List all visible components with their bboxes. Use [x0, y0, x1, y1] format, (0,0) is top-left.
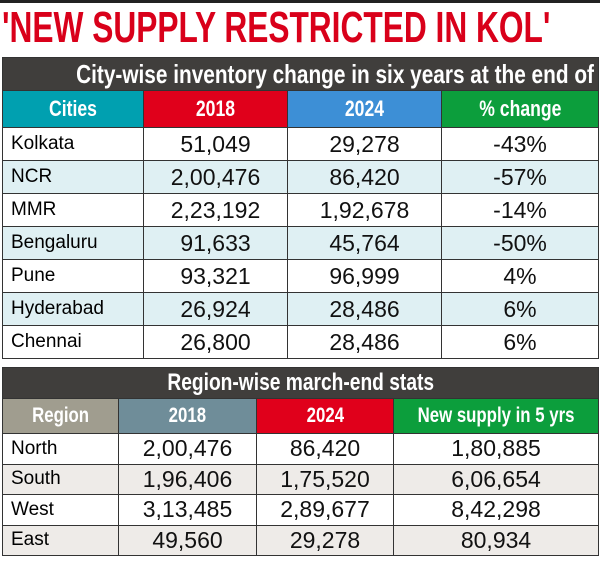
row-label: Kolkata [2, 127, 144, 161]
cell-value: 45,764 [287, 226, 442, 260]
cell-value: -43% [440, 127, 600, 161]
headline: 'NEW SUPPLY RESTRICTED IN KOL' [2, 3, 551, 52]
column-header: % change [440, 90, 600, 128]
cell-value: 3,13,485 [118, 494, 257, 526]
row-label: South [2, 463, 119, 495]
row-label: East [2, 524, 119, 556]
cell-value: 6% [440, 292, 600, 326]
region-stats-table: Region-wise march-end stats Region 2018 20… [1, 367, 600, 556]
cell-value: -57% [440, 160, 600, 194]
cell-value: 49,560 [118, 524, 257, 556]
cell-value: 2,00,476 [118, 433, 257, 465]
cell-value: 6% [440, 325, 600, 359]
cell-value: 28,486 [287, 325, 442, 359]
cell-value: 86,420 [256, 433, 394, 465]
column-header-label: 2018 [168, 404, 207, 427]
column-header: 2018 [143, 90, 288, 128]
row-label: Pune [2, 259, 144, 293]
table-row: MMR 2,23,192 1,92,678 -14% [2, 193, 600, 227]
cell-value: 26,924 [143, 292, 288, 326]
table-row: North 2,00,476 86,420 1,80,885 [2, 433, 600, 465]
column-header: Region [2, 398, 119, 434]
column-header: Cities [2, 90, 144, 128]
cell-value: 1,80,885 [392, 433, 600, 465]
column-header-label: % change [478, 96, 562, 121]
cell-value: 26,800 [143, 325, 288, 359]
cell-value: 51,049 [143, 127, 288, 161]
column-header-label: Region [32, 404, 89, 427]
table-row: South 1,96,406 1,75,520 6,06,654 [2, 463, 600, 495]
column-header: 2024 [256, 398, 394, 434]
row-label: Bengaluru [2, 226, 144, 260]
row-label: Chennai [2, 325, 144, 359]
cell-value: 8,42,298 [392, 494, 600, 526]
cell-value: 86,420 [287, 160, 442, 194]
cell-value: 1,96,406 [118, 463, 257, 495]
column-header-label: New supply in 5 yrs [417, 404, 575, 427]
cell-value: 4% [440, 259, 600, 293]
cell-value: 6,06,654 [392, 463, 600, 495]
row-label: North [2, 433, 119, 465]
row-label: NCR [2, 160, 144, 194]
row-label: Hyderabad [2, 292, 144, 326]
column-header-label: 2018 [195, 96, 236, 121]
top-rule [0, 0, 600, 3]
cell-value: 80,934 [392, 524, 600, 556]
cell-value: 28,486 [287, 292, 442, 326]
column-header: New supply in 5 yrs [392, 398, 600, 434]
column-header: 2024 [287, 90, 442, 128]
cell-value: 93,321 [143, 259, 288, 293]
table-row: Hyderabad 26,924 28,486 6% [2, 292, 600, 326]
column-header-label: 2024 [344, 96, 385, 121]
cell-value: 2,23,192 [143, 193, 288, 227]
table-row: West 3,13,485 2,89,677 8,42,298 [2, 494, 600, 526]
cell-value: 2,89,677 [256, 494, 394, 526]
cell-value: 96,999 [287, 259, 442, 293]
cell-value: -14% [440, 193, 600, 227]
table-title: Region-wise march-end stats [1, 367, 600, 399]
column-header-label: 2024 [306, 404, 344, 427]
table-row: Chennai 26,800 28,486 6% [2, 325, 600, 359]
cell-value: 91,633 [143, 226, 288, 260]
cell-value: 29,278 [287, 127, 442, 161]
cell-value: 1,92,678 [287, 193, 442, 227]
cell-value: 29,278 [256, 524, 394, 556]
row-label: West [2, 494, 119, 526]
table-row: East 49,560 29,278 80,934 [2, 524, 600, 556]
cell-value: 1,75,520 [256, 463, 394, 495]
table-row: Pune 93,321 96,999 4% [2, 259, 600, 293]
city-inventory-table: City-wise inventory change in six years … [1, 57, 600, 359]
table-title: City-wise inventory change in six years … [1, 57, 600, 91]
table-row: NCR 2,00,476 86,420 -57% [2, 160, 600, 194]
row-label: MMR [2, 193, 144, 227]
cell-value: -50% [440, 226, 600, 260]
column-header: 2018 [118, 398, 257, 434]
table-row: Bengaluru 91,633 45,764 -50% [2, 226, 600, 260]
column-header-label: Cities [49, 96, 97, 121]
table-row: Kolkata 51,049 29,278 -43% [2, 127, 600, 161]
cell-value: 2,00,476 [143, 160, 288, 194]
